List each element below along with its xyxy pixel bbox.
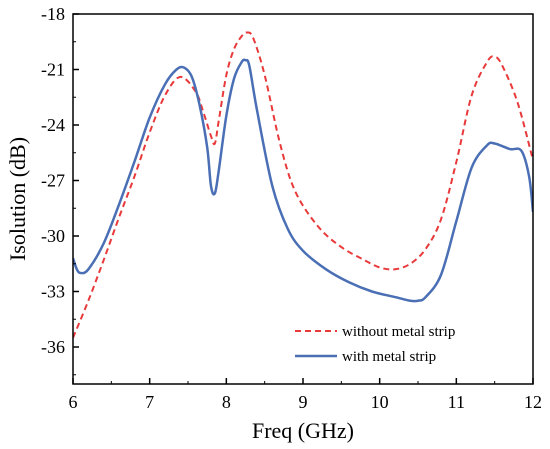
y-tick-label: -33 [41, 282, 65, 302]
x-axis-title: Freq (GHz) [252, 418, 354, 443]
x-tick-label: 12 [524, 392, 542, 412]
plot-frame [72, 13, 534, 385]
x-tick-label: 11 [448, 392, 465, 412]
legend-label: with metal strip [342, 349, 436, 365]
y-tick-label: -21 [41, 60, 65, 80]
ticks-layer: 6 7 8 9 10 11 12 -36 -33 -30 -27 -24 -21 -18 [41, 4, 542, 412]
x-tick-label: 9 [299, 392, 308, 412]
legend: without metal strip with metal strip [295, 324, 455, 365]
y-tick-label: -36 [41, 337, 65, 357]
series-line-without-metal-strip [73, 31, 533, 339]
y-tick-label: -27 [41, 171, 65, 191]
y-axis-title: Isolution (dB) [5, 137, 30, 261]
y-tick-label: -24 [41, 115, 65, 135]
y-tick-label: -18 [41, 4, 65, 24]
x-tick-label: 10 [371, 392, 389, 412]
x-tick-label: 8 [222, 392, 231, 412]
x-tick-label: 6 [69, 392, 78, 412]
x-tick-label: 7 [145, 392, 154, 412]
y-tick-label: -30 [41, 226, 65, 246]
legend-label: without metal strip [342, 324, 455, 340]
series-line-with-metal-strip [73, 58, 533, 303]
series-layer [73, 31, 533, 339]
